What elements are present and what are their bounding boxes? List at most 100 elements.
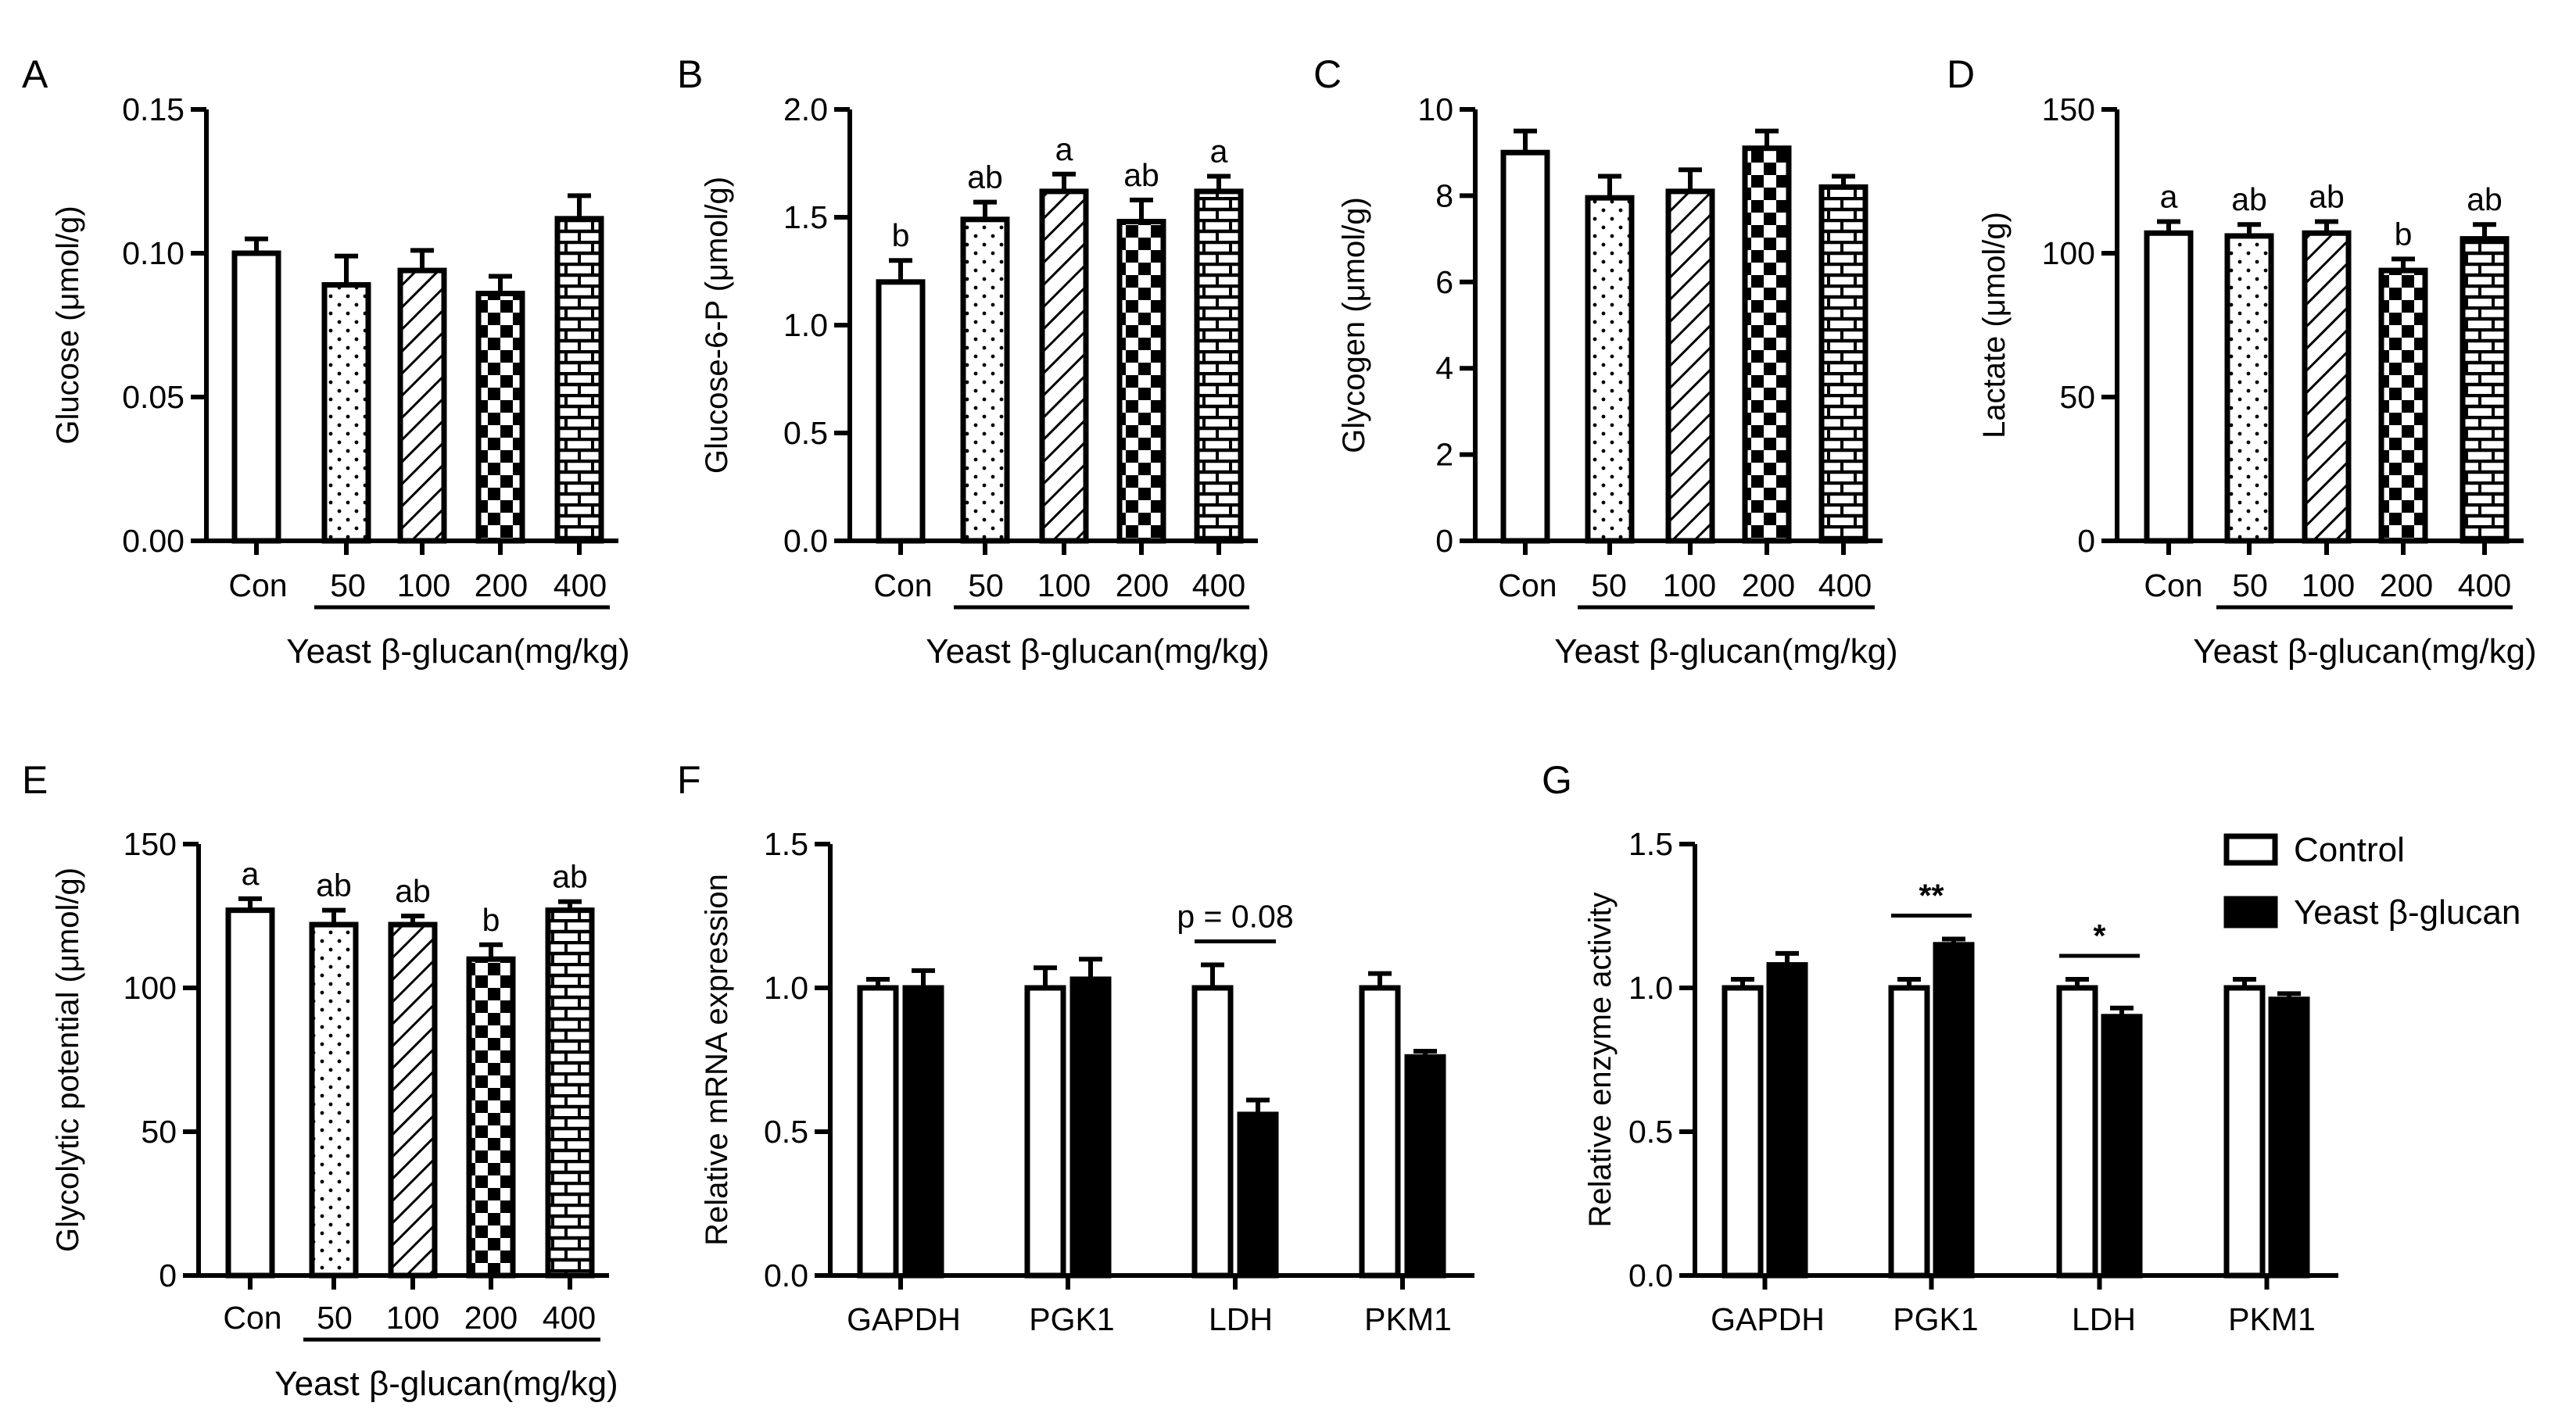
bar-200 — [2378, 267, 2428, 544]
x-category-label: 200 — [464, 1300, 518, 1336]
chart-panel-d: D 0 50 100 150 Lactate (μmol/g) a Con ab 50 ab 100 b… — [1947, 52, 2537, 671]
legend-label: Control — [2294, 831, 2405, 869]
y-axis-label: Relative mRNA expression — [700, 874, 734, 1246]
legend-swatch-treatment — [2223, 896, 2278, 928]
y-tick-label: 2 — [1435, 437, 1453, 473]
y-tick-label: 0 — [2077, 523, 2095, 559]
bar-50 — [309, 921, 359, 1279]
x-category-label: 100 — [386, 1300, 439, 1336]
y-axis-label: Relative enzyme activity — [1583, 892, 1618, 1227]
bar-gapdh-control — [857, 985, 899, 1279]
x-axis-title: Yeast β-glucan(mg/kg) — [286, 632, 629, 671]
bar-pgk1-control — [1888, 985, 1930, 1279]
bar-gapdh-treatment — [1766, 962, 1808, 1279]
x-category-label: PKM1 — [2228, 1301, 2316, 1337]
y-tick-label: 1.0 — [764, 970, 808, 1006]
x-category-label: LDH — [2072, 1301, 2136, 1337]
x-axis-title: Yeast β-glucan(mg/kg) — [926, 632, 1269, 671]
legend-label: Yeast β-glucan — [2294, 893, 2520, 932]
x-category-label: 400 — [1818, 567, 1872, 603]
x-category-label: Con — [2144, 567, 2202, 603]
bar-pgk1-treatment — [1933, 942, 1975, 1279]
bar-400 — [2460, 236, 2510, 544]
legend-swatch-control — [2223, 833, 2278, 866]
significance-letter: ab — [316, 868, 352, 903]
x-category-label: 400 — [2458, 567, 2511, 603]
x-category-label: GAPDH — [1711, 1301, 1825, 1337]
bar-400 — [1194, 188, 1244, 544]
bar-400 — [545, 907, 595, 1279]
y-axis-label: Glycogen (μmol/g) — [1337, 197, 1371, 453]
significance-letter: b — [482, 902, 500, 938]
x-category-label: 400 — [554, 567, 607, 603]
chart-panel-b: B 0.0 0.5 1.0 1.5 2.0 Glucose-6-P (μmol/g) b Con… — [677, 52, 1270, 671]
y-axis-label: Glucose (μmol/g) — [51, 206, 85, 444]
significance-letter: ab — [552, 859, 588, 895]
x-category-label: 200 — [1116, 567, 1169, 603]
x-category-label: 50 — [1591, 567, 1627, 603]
y-tick-label: 50 — [141, 1114, 177, 1150]
x-category-label: Con — [228, 567, 287, 603]
y-axis-label: Glycolytic potential (μmol/g) — [51, 868, 85, 1252]
bar-con — [2144, 230, 2194, 544]
x-category-label: PKM1 — [1364, 1301, 1452, 1337]
bar-100 — [1039, 188, 1089, 544]
bar-50 — [2224, 233, 2274, 544]
x-category-label: 100 — [1663, 567, 1716, 603]
y-tick-label: 0.0 — [783, 523, 828, 559]
y-tick-label: 10 — [1417, 91, 1453, 127]
significance-letter: ab — [1123, 157, 1159, 193]
bar-400 — [1818, 184, 1868, 544]
chart-panel-e: E 0 50 100 150 Glycolytic potential (μmol/g) a… — [22, 758, 618, 1403]
y-tick-label: 0.5 — [1628, 1114, 1673, 1150]
bar-ldh-control — [2056, 985, 2098, 1279]
bar-100 — [388, 921, 438, 1279]
y-tick-label: 150 — [2042, 91, 2095, 127]
y-tick-label: 0.0 — [764, 1258, 808, 1293]
y-tick-label: 1.0 — [1628, 970, 1673, 1006]
chart-panel-f: F 0.0 0.5 1.0 1.5 Relative mRNA expression GAP… — [677, 758, 1474, 1337]
x-axis-title: Yeast β-glucan(mg/kg) — [2193, 632, 2536, 671]
bar-con — [231, 250, 281, 544]
y-tick-label: 8 — [1435, 177, 1453, 213]
significance-label: * — [2094, 918, 2106, 954]
x-category-label: 100 — [1037, 567, 1091, 603]
y-tick-label: 0 — [1435, 523, 1453, 559]
bar-200 — [466, 956, 516, 1279]
bar-200 — [1116, 219, 1166, 544]
y-tick-label: 0.10 — [122, 235, 185, 271]
panel-letter: E — [22, 758, 48, 802]
x-category-label: Con — [1498, 567, 1557, 603]
x-category-label: LDH — [1209, 1301, 1273, 1337]
y-tick-label: 4 — [1435, 350, 1453, 386]
y-tick-label: 100 — [2042, 235, 2095, 271]
x-category-label: Con — [223, 1300, 281, 1336]
x-category-label: 400 — [1192, 567, 1245, 603]
bar-gapdh-control — [1722, 985, 1764, 1279]
x-category-label: 200 — [2380, 567, 2433, 603]
y-tick-label: 50 — [2059, 379, 2095, 415]
y-tick-label: 0.00 — [122, 523, 185, 559]
chart-panel-a: A 0.00 0.05 0.10 0.15 Glucose (μmol/g) Con 50 10… — [22, 52, 630, 671]
bar-ldh-treatment — [2101, 1014, 2143, 1279]
x-category-label: 50 — [330, 567, 366, 603]
significance-letter: ab — [2467, 181, 2503, 217]
x-axis-title: Yeast β-glucan(mg/kg) — [274, 1365, 618, 1403]
y-axis-label: Lactate (μmol/g) — [1977, 212, 2012, 438]
bar-con — [225, 907, 275, 1279]
y-tick-label: 150 — [124, 826, 177, 862]
y-tick-label: 0.5 — [764, 1114, 808, 1150]
bar-pkm1-control — [2223, 985, 2266, 1279]
y-tick-label: 1.0 — [783, 307, 828, 343]
bar-pgk1-control — [1024, 985, 1066, 1279]
y-tick-label: 1.5 — [1628, 826, 1673, 862]
chart-panel-c: C 0 2 4 6 8 10 Glycogen (μmol/g) Con 50 100 200 400 Y… — [1313, 52, 1898, 671]
significance-letter: b — [892, 217, 910, 253]
significance-letter: ab — [967, 159, 1003, 195]
x-category-label: 50 — [968, 567, 1004, 603]
significance-label: ** — [1919, 877, 1944, 913]
panel-letter: F — [677, 758, 701, 802]
panel-letter: C — [1313, 52, 1342, 96]
y-tick-label: 0.5 — [783, 415, 828, 451]
x-category-label: 100 — [2302, 567, 2355, 603]
